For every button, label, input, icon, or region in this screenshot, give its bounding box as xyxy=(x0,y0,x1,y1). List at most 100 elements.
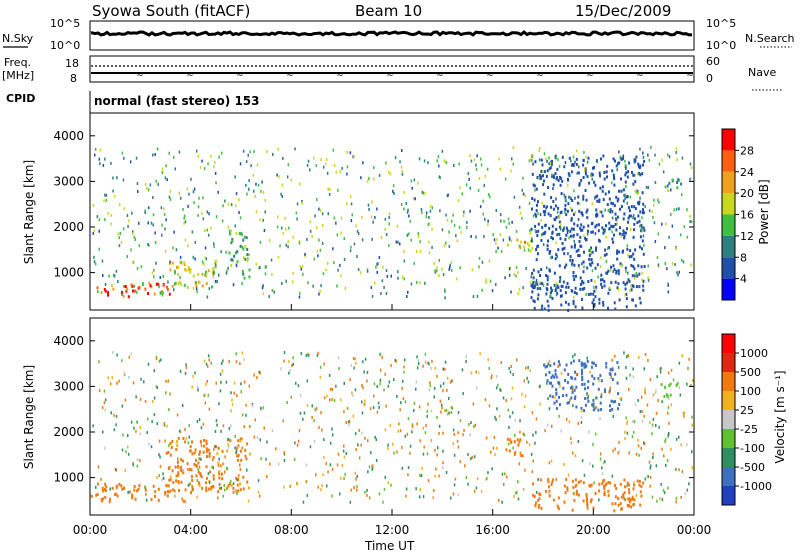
data-cell xyxy=(366,269,369,273)
data-cell xyxy=(179,430,182,434)
data-cell xyxy=(580,282,582,286)
freq-unit: [MHz] xyxy=(2,69,34,82)
data-cell xyxy=(576,201,579,205)
data-cell xyxy=(634,403,637,406)
data-cell xyxy=(552,237,554,241)
data-cell xyxy=(466,225,468,229)
data-cell xyxy=(124,285,127,288)
data-cell xyxy=(379,352,381,356)
data-cell xyxy=(260,189,262,193)
data-cell xyxy=(640,446,642,450)
data-cell xyxy=(531,172,534,176)
data-cell xyxy=(448,397,450,400)
data-cell xyxy=(642,202,645,206)
data-cell xyxy=(590,173,593,177)
data-cell xyxy=(127,224,129,228)
colorbar-tick-label: 1000 xyxy=(740,347,768,360)
data-cell xyxy=(269,462,271,466)
data-cell xyxy=(187,265,190,269)
data-cell xyxy=(483,183,485,187)
data-cell xyxy=(308,353,310,357)
data-cell xyxy=(564,300,567,304)
data-cell xyxy=(144,488,147,492)
data-cell xyxy=(626,195,629,198)
data-cell xyxy=(619,262,622,266)
data-cell xyxy=(562,386,565,390)
data-cell xyxy=(115,414,118,418)
data-cell xyxy=(114,467,117,471)
data-cell xyxy=(248,187,250,191)
data-cell xyxy=(565,263,568,267)
data-cell xyxy=(241,413,244,417)
data-cell xyxy=(166,424,168,428)
data-cell xyxy=(197,213,199,217)
data-cell xyxy=(326,171,329,175)
data-cell xyxy=(541,225,544,229)
data-cell xyxy=(653,221,656,225)
data-cell xyxy=(600,256,602,260)
data-cell xyxy=(611,216,614,220)
data-cell xyxy=(378,173,381,177)
data-cell xyxy=(575,157,578,161)
data-cell xyxy=(183,283,186,287)
data-cell xyxy=(149,284,152,288)
data-cell xyxy=(621,233,624,236)
data-cell xyxy=(581,287,584,291)
data-cell xyxy=(638,483,641,487)
data-cell xyxy=(444,288,446,292)
data-cell xyxy=(647,264,649,268)
data-cell xyxy=(550,166,552,169)
data-cell xyxy=(166,494,169,498)
data-cell xyxy=(559,211,562,215)
data-cell xyxy=(638,200,641,204)
data-cell xyxy=(103,288,106,291)
data-cell xyxy=(282,419,284,423)
data-cell xyxy=(121,151,124,155)
data-cell xyxy=(535,417,538,421)
data-cell xyxy=(277,215,279,219)
data-cell xyxy=(461,192,463,196)
data-cell xyxy=(628,279,631,283)
data-cell xyxy=(320,411,322,415)
data-cell xyxy=(287,163,290,167)
data-cell xyxy=(555,388,558,392)
data-cell xyxy=(134,289,136,293)
data-cell xyxy=(193,187,196,191)
data-cell xyxy=(601,214,604,218)
data-cell xyxy=(619,482,622,486)
data-cell xyxy=(415,250,418,253)
data-cell xyxy=(521,392,523,396)
data-cell xyxy=(138,244,141,248)
data-cell xyxy=(451,268,453,272)
data-cell xyxy=(572,227,575,231)
data-cell xyxy=(532,162,534,166)
data-cell xyxy=(203,167,206,171)
data-cell xyxy=(222,359,224,363)
data-cell xyxy=(576,233,579,237)
data-cell xyxy=(421,210,423,214)
data-cell xyxy=(129,160,132,164)
date-title: 15/Dec/2009 xyxy=(575,2,671,20)
data-cell xyxy=(292,362,294,366)
data-cell xyxy=(633,274,636,278)
data-cell xyxy=(593,285,595,289)
data-cell xyxy=(332,148,335,152)
data-cell xyxy=(509,370,512,374)
data-cell xyxy=(642,252,645,256)
data-cell xyxy=(429,384,432,388)
data-cell xyxy=(587,293,590,296)
data-cell xyxy=(670,212,672,216)
x-tick-label: 12:00 xyxy=(375,523,410,537)
data-cell xyxy=(528,201,531,205)
beam-title: Beam 10 xyxy=(355,2,422,20)
data-cell xyxy=(160,358,162,362)
data-cell xyxy=(462,392,464,396)
data-cell xyxy=(263,229,266,232)
data-cell xyxy=(428,221,431,225)
data-cell xyxy=(323,362,325,366)
data-cell xyxy=(594,432,597,436)
data-cell xyxy=(600,273,603,277)
data-cell xyxy=(286,401,288,404)
data-cell xyxy=(632,173,635,177)
data-cell xyxy=(397,270,399,274)
